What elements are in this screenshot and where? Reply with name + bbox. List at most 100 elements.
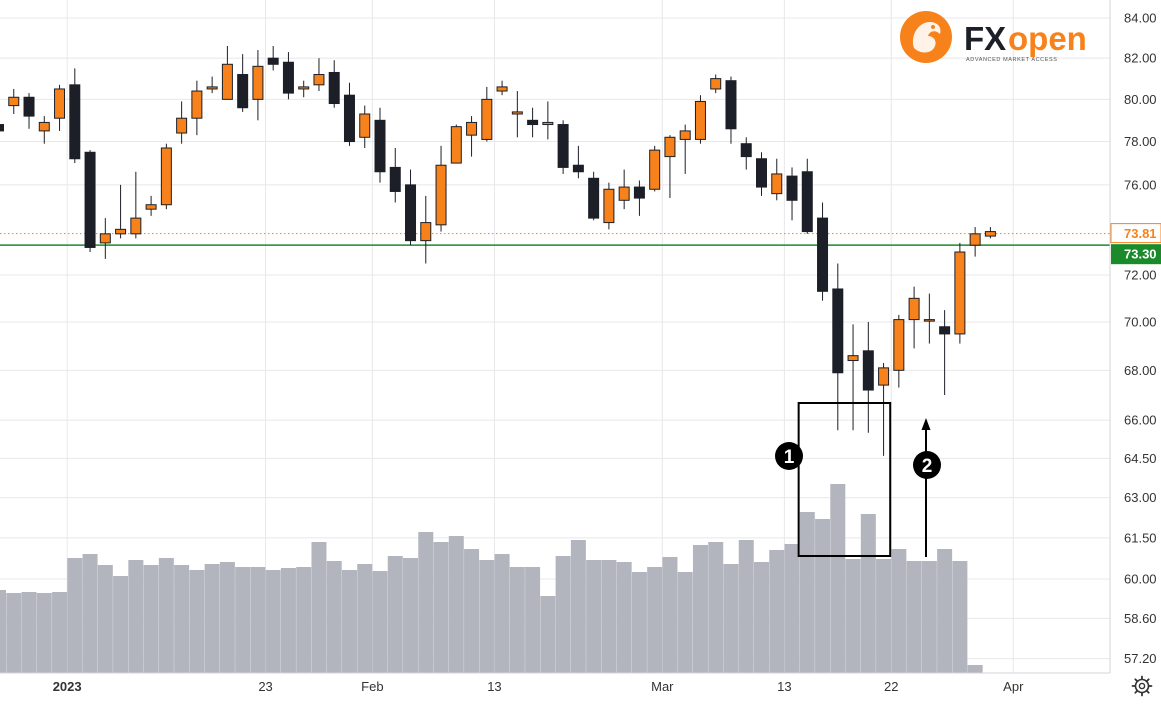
candle[interactable] (176, 101, 188, 144)
candle-body (298, 86, 310, 90)
candle[interactable] (496, 80, 508, 96)
candle[interactable] (847, 324, 859, 431)
support-price-tag-label: 73.30 (1124, 247, 1157, 262)
logo-tagline: ADVANCED MARKET ACCESS (966, 57, 1058, 63)
candle[interactable] (618, 169, 630, 210)
candle-body (740, 143, 752, 158)
volume-bar (799, 512, 815, 673)
candle-body (206, 86, 218, 90)
candle[interactable] (969, 227, 981, 257)
candle[interactable] (130, 171, 142, 239)
volume-bar (494, 554, 510, 673)
candle[interactable] (69, 68, 81, 164)
candles (0, 46, 996, 456)
candle-body (649, 149, 661, 190)
annotation-label-1: 1 (784, 447, 795, 468)
candle[interactable] (145, 195, 157, 216)
volume-bar (830, 484, 846, 673)
candle[interactable] (450, 124, 462, 164)
candle[interactable] (664, 135, 676, 199)
candle[interactable] (908, 286, 920, 349)
volume-bar (448, 536, 464, 673)
candle[interactable] (679, 124, 691, 174)
candle[interactable] (84, 150, 96, 253)
candle[interactable] (191, 80, 203, 136)
candle[interactable] (954, 242, 966, 344)
candle[interactable] (298, 80, 310, 98)
candle[interactable] (23, 93, 35, 129)
candle[interactable] (923, 293, 935, 344)
price-axis-panel[interactable] (1110, 0, 1161, 701)
candle[interactable] (588, 171, 600, 221)
volume-bar (860, 514, 876, 673)
candle[interactable] (862, 321, 874, 433)
candle[interactable] (359, 105, 371, 148)
candle[interactable] (649, 145, 661, 192)
candle[interactable] (0, 110, 4, 137)
candle[interactable] (511, 91, 523, 138)
candle[interactable] (435, 145, 447, 232)
candle[interactable] (694, 95, 706, 144)
candle[interactable] (328, 60, 340, 108)
candle-body (38, 121, 50, 132)
candle[interactable] (572, 145, 584, 179)
candle[interactable] (282, 52, 294, 100)
candle-body (237, 74, 249, 109)
candle[interactable] (740, 137, 752, 170)
candle[interactable] (984, 227, 996, 239)
candle[interactable] (405, 169, 417, 246)
last-price-tag: 73.81 (1110, 223, 1161, 244)
candle[interactable] (771, 158, 783, 201)
y-tick-label: 82.00 (1124, 51, 1157, 66)
candle[interactable] (633, 180, 645, 216)
gear-icon[interactable] (1131, 675, 1153, 697)
time-axis-panel[interactable] (0, 673, 1110, 701)
level-lines (0, 233, 1110, 246)
candle[interactable] (939, 310, 951, 396)
candle[interactable] (893, 314, 905, 388)
candle[interactable] (542, 101, 554, 140)
candle[interactable] (801, 158, 813, 234)
candle[interactable] (878, 362, 890, 456)
candle-body (633, 186, 645, 199)
candle[interactable] (160, 143, 172, 210)
candle[interactable] (817, 202, 829, 301)
candle[interactable] (603, 182, 615, 230)
candle[interactable] (99, 218, 111, 259)
candle-body (252, 65, 264, 100)
candle[interactable] (481, 86, 493, 142)
candle-body (725, 80, 737, 130)
candle[interactable] (38, 116, 50, 144)
volume-bar (754, 562, 769, 673)
candle[interactable] (725, 76, 737, 144)
candle[interactable] (237, 54, 249, 112)
volume-bar (906, 561, 922, 673)
logo-brand-prefix: FX (964, 20, 1006, 57)
candle[interactable] (54, 84, 66, 131)
candle[interactable] (313, 58, 325, 92)
candle[interactable] (115, 184, 127, 239)
x-tick-label: Mar (651, 679, 674, 694)
candle[interactable] (756, 152, 767, 196)
candle-body (694, 100, 706, 140)
candle[interactable] (252, 50, 264, 121)
candle-body (618, 186, 630, 201)
candle[interactable] (710, 74, 722, 94)
candle[interactable] (374, 107, 386, 183)
candle[interactable] (557, 120, 569, 174)
volume-bar (815, 519, 831, 673)
volume-bar (921, 561, 937, 673)
candle[interactable] (389, 147, 401, 203)
candle[interactable] (267, 46, 279, 71)
candle[interactable] (8, 88, 20, 115)
candle[interactable] (221, 46, 233, 100)
candle[interactable] (786, 167, 798, 221)
y-tick-label: 63.00 (1124, 490, 1157, 505)
price-axis: 84.00 82.00 80.00 78.00 76.00 72.00 70.00 68.00… (1124, 11, 1157, 667)
candle[interactable] (343, 82, 355, 146)
candle[interactable] (420, 195, 432, 264)
candle[interactable] (466, 116, 478, 157)
candle[interactable] (527, 107, 539, 138)
candle[interactable] (206, 76, 218, 94)
